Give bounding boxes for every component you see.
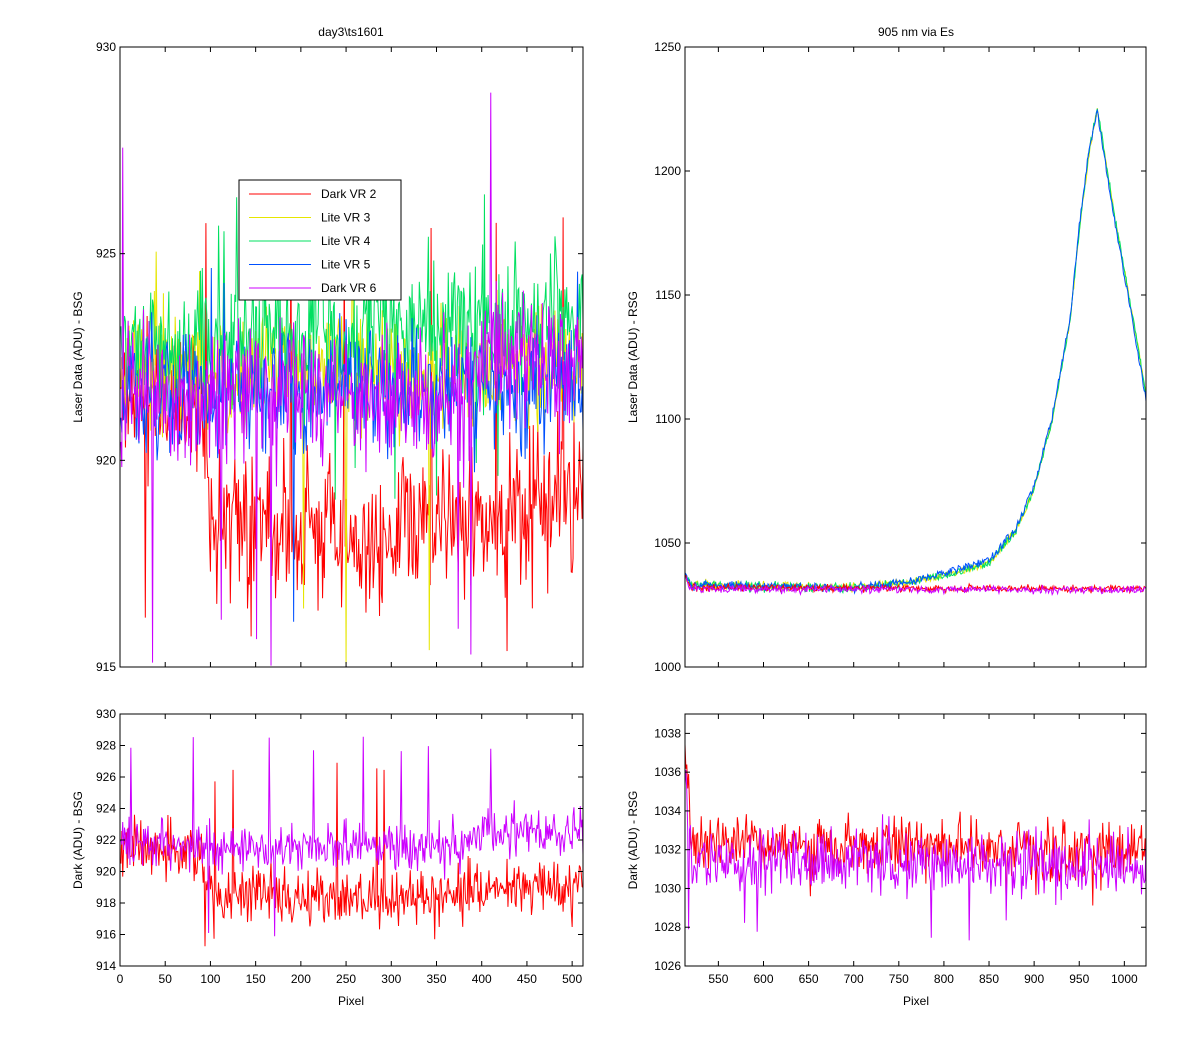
xtick-label: 600 bbox=[753, 972, 773, 986]
legend-label: Lite VR 4 bbox=[321, 234, 371, 248]
ytick-label: 928 bbox=[96, 739, 116, 753]
ytick-label: 1000 bbox=[654, 660, 681, 674]
ytick-label: 1030 bbox=[654, 881, 681, 895]
series-line-dark-vr-6 bbox=[120, 736, 583, 937]
panel-bottom-right-ylabel: Dark (ADU) - RSG bbox=[626, 791, 640, 890]
xtick-label: 250 bbox=[336, 972, 356, 986]
xtick-label: 150 bbox=[246, 972, 266, 986]
ytick-label: 1250 bbox=[654, 40, 681, 54]
ytick-label: 915 bbox=[96, 660, 116, 674]
series-group bbox=[120, 736, 583, 947]
panel-top-left-ylabel: Laser Data (ADU) - BSG bbox=[71, 291, 85, 422]
xtick-label: 200 bbox=[291, 972, 311, 986]
ytick-label: 1100 bbox=[655, 412, 681, 426]
ytick-label: 922 bbox=[96, 833, 116, 847]
xtick-label: 100 bbox=[200, 972, 220, 986]
ytick-label: 930 bbox=[96, 707, 116, 721]
xtick-label: 400 bbox=[472, 972, 492, 986]
xtick-label: 550 bbox=[708, 972, 728, 986]
xtick-label: 950 bbox=[1069, 972, 1089, 986]
series-group bbox=[120, 92, 583, 666]
ytick-label: 1034 bbox=[654, 804, 681, 818]
axes-frame bbox=[684, 46, 1147, 668]
xtick-label: 900 bbox=[1024, 972, 1044, 986]
ytick-label: 920 bbox=[96, 865, 116, 879]
ytick-label: 916 bbox=[96, 928, 116, 942]
xtick-label: 450 bbox=[517, 972, 537, 986]
xtick-label: 800 bbox=[934, 972, 954, 986]
ytick-label: 1036 bbox=[654, 765, 681, 779]
ytick-label: 914 bbox=[96, 959, 116, 973]
legend-label: Dark VR 2 bbox=[321, 187, 377, 201]
series-line-dark-vr-6 bbox=[685, 577, 1146, 596]
ytick-label: 1028 bbox=[654, 920, 681, 934]
xtick-label: 1000 bbox=[1111, 972, 1138, 986]
legend-label: Dark VR 6 bbox=[321, 281, 377, 295]
xtick-label: 700 bbox=[844, 972, 864, 986]
axes-frame bbox=[684, 713, 1147, 967]
ytick-label: 918 bbox=[96, 896, 116, 910]
ytick-label: 1150 bbox=[655, 288, 681, 302]
panel-top-right: 905 nm via Es Laser Data (ADU) - RSG 100… bbox=[626, 25, 1147, 674]
panel-bottom-right-xlabel: Pixel bbox=[903, 994, 929, 1008]
axes-frame bbox=[119, 46, 584, 668]
xtick-label: 850 bbox=[979, 972, 999, 986]
panel-bottom-left: Dark (ADU) - BSG Pixel 914 916 918 920 922 92… bbox=[71, 707, 584, 1008]
xtick-label: 750 bbox=[889, 972, 909, 986]
xtick-label: 500 bbox=[562, 972, 582, 986]
xtick-label: 300 bbox=[381, 972, 401, 986]
ytick-label: 1038 bbox=[654, 726, 681, 740]
series-group bbox=[685, 744, 1146, 941]
legend-box bbox=[238, 179, 402, 301]
panel-top-left: day3\ts1601 Laser Data (ADU) - BSG 915 92… bbox=[71, 25, 584, 674]
ytick-label: 924 bbox=[96, 802, 116, 816]
series-line-dark-vr-6 bbox=[685, 769, 1146, 941]
ytick-label: 926 bbox=[96, 770, 116, 784]
panel-bottom-right: Dark (ADU) - RSG Pixel 1026 1028 1030 1032 1… bbox=[626, 713, 1147, 1008]
plot-area bbox=[685, 47, 1146, 667]
ytick-label: 1032 bbox=[654, 843, 681, 857]
series-group bbox=[685, 108, 1146, 596]
ytick-label: 930 bbox=[96, 40, 116, 54]
series-line-dark-vr-6 bbox=[120, 92, 583, 666]
panel-bottom-left-ylabel: Dark (ADU) - BSG bbox=[71, 791, 85, 889]
legend-label: Lite VR 5 bbox=[321, 258, 371, 272]
xtick-label: 50 bbox=[159, 972, 173, 986]
panel-top-right-title: 905 nm via Es bbox=[878, 25, 954, 39]
panel-top-left-title: day3\ts1601 bbox=[318, 25, 384, 39]
xtick-label: 350 bbox=[426, 972, 446, 986]
xtick-label: 0 bbox=[117, 972, 124, 986]
legend: Dark VR 2 Lite VR 3 Lite VR 4 Lite VR 5 Dark… bbox=[238, 179, 402, 301]
ytick-label: 920 bbox=[96, 453, 116, 467]
panel-top-right-ylabel: Laser Data (ADU) - RSG bbox=[626, 291, 640, 423]
ytick-label: 925 bbox=[96, 247, 116, 261]
ytick-label: 1050 bbox=[654, 536, 681, 550]
ytick-label: 1200 bbox=[654, 164, 681, 178]
plot-area bbox=[120, 714, 583, 966]
xtick-label: 650 bbox=[799, 972, 819, 986]
ytick-label: 1026 bbox=[654, 959, 681, 973]
legend-label: Lite VR 3 bbox=[321, 211, 371, 225]
panel-bottom-left-xlabel: Pixel bbox=[338, 994, 364, 1008]
